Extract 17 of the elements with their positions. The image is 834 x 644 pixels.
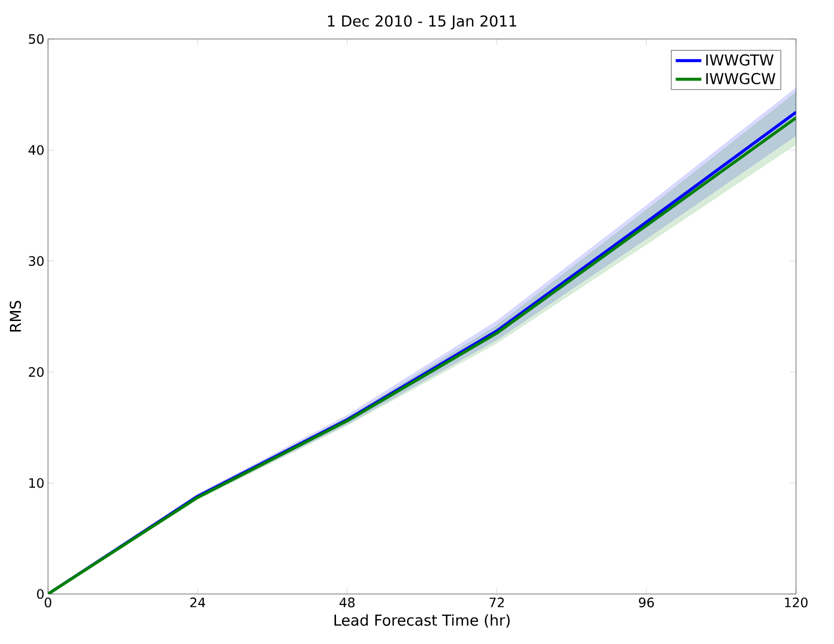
y-tick-label: 40 xyxy=(28,145,44,155)
x-tick-label: 72 xyxy=(490,598,504,608)
x-tick-label: 48 xyxy=(340,598,355,608)
y-tick-label: 10 xyxy=(29,478,44,488)
x-tick-label: 0 xyxy=(44,598,52,608)
y-tick-label: 50 xyxy=(28,34,44,44)
y-tick-label: 20 xyxy=(28,367,44,377)
chart-title: 1 Dec 2010 - 15 Jan 2011 xyxy=(328,15,516,30)
legend-label: IWWGTW xyxy=(706,54,774,66)
x-axis-title: Lead Forecast Time (hr) xyxy=(334,614,510,628)
y-tick-label: 0 xyxy=(37,589,44,599)
x-tick-label: 24 xyxy=(190,598,206,608)
x-tick-label: 96 xyxy=(638,598,654,608)
y-axis-title: RMS xyxy=(10,300,22,332)
x-tick-label: 120 xyxy=(785,598,808,608)
y-tick-label: 30 xyxy=(28,256,44,266)
legend-label: IWWGCW xyxy=(706,72,776,84)
